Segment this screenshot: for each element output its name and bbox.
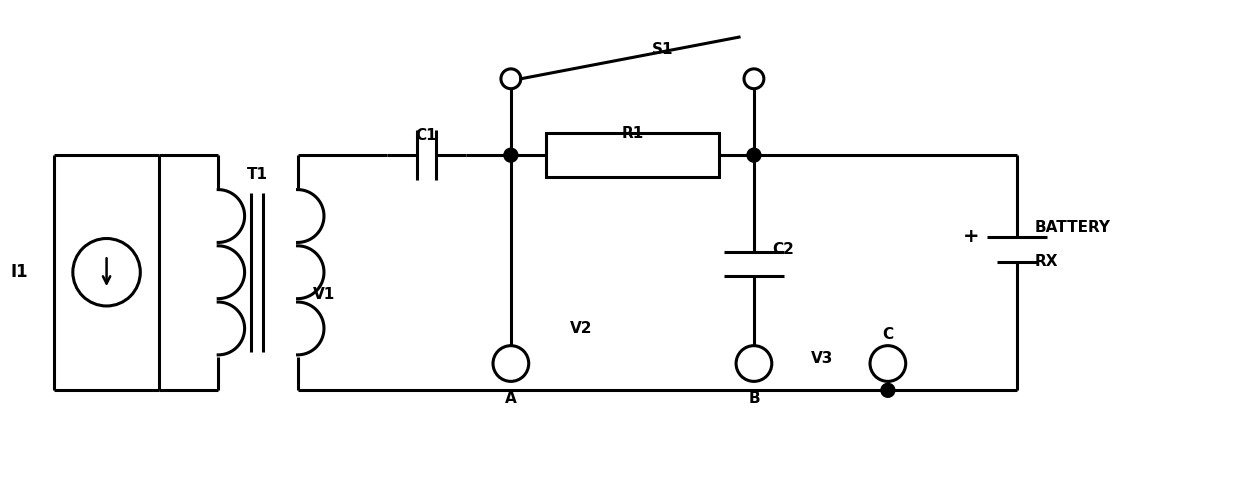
- Text: R1: R1: [621, 126, 644, 141]
- Text: BATTERY: BATTERY: [1034, 220, 1111, 235]
- Text: B: B: [748, 391, 760, 406]
- Text: A: A: [505, 391, 517, 406]
- Text: S1: S1: [651, 42, 673, 57]
- Text: T1: T1: [247, 167, 268, 182]
- Text: V1: V1: [312, 286, 335, 302]
- Circle shape: [744, 69, 764, 89]
- Text: V3: V3: [811, 351, 833, 366]
- Text: C1: C1: [415, 128, 438, 143]
- Text: V2: V2: [570, 321, 593, 336]
- Text: +: +: [962, 227, 980, 246]
- Bar: [546, 133, 719, 177]
- Circle shape: [746, 148, 761, 162]
- Circle shape: [73, 239, 140, 306]
- Text: RX: RX: [1034, 254, 1058, 269]
- Circle shape: [503, 148, 518, 162]
- Text: C: C: [883, 327, 894, 342]
- Text: I1: I1: [11, 263, 29, 281]
- Circle shape: [737, 346, 771, 381]
- Circle shape: [880, 383, 895, 397]
- Text: C2: C2: [771, 242, 794, 257]
- Circle shape: [870, 346, 905, 381]
- Circle shape: [494, 346, 528, 381]
- Circle shape: [501, 69, 521, 89]
